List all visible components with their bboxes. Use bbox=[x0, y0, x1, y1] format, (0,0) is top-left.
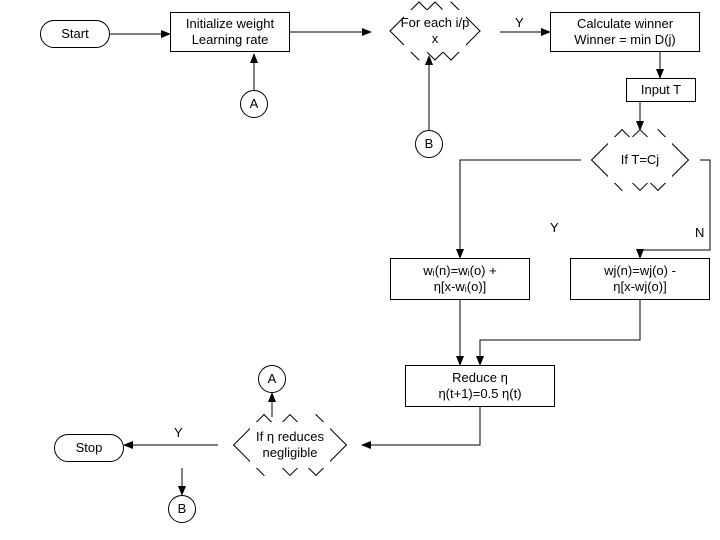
reduce-text: Reduce ηη(t+1)=0.5 η(t) bbox=[438, 370, 521, 401]
calc-node: Calculate winnerWinner = min D(j) bbox=[550, 12, 700, 52]
label-Y1: Y bbox=[515, 15, 524, 30]
wj-text: wj(n)=wj(o) -η[x-wj(o)] bbox=[604, 263, 676, 294]
start-text: Start bbox=[61, 26, 88, 42]
stop-node: Stop bbox=[54, 434, 124, 462]
inputT-node: Input T bbox=[626, 78, 696, 102]
connector-A2: A bbox=[258, 365, 286, 393]
ifneg-text: If η reducesnegligible bbox=[218, 429, 362, 460]
connector-B1: B bbox=[415, 130, 443, 158]
connector-B2: B bbox=[168, 495, 196, 523]
B2-text: B bbox=[178, 501, 187, 517]
wj-node: wj(n)=wj(o) -η[x-wj(o)] bbox=[570, 258, 710, 300]
reduce-node: Reduce ηη(t+1)=0.5 η(t) bbox=[405, 365, 555, 407]
inputT-text: Input T bbox=[641, 82, 681, 98]
label-Y2: Y bbox=[550, 220, 559, 235]
label-Y3: Y bbox=[174, 425, 183, 440]
calc-text: Calculate winnerWinner = min D(j) bbox=[574, 16, 676, 47]
ifT-node: If T=Cj bbox=[580, 130, 700, 190]
ifneg-node: If η reducesnegligible bbox=[218, 417, 362, 473]
wi-text: wᵢ(n)=wᵢ(o) +η[x-wᵢ(o)] bbox=[423, 263, 496, 294]
label-N: N bbox=[695, 225, 704, 240]
stop-text: Stop bbox=[76, 440, 103, 456]
foreach-node: For each i/px bbox=[370, 8, 500, 54]
init-text: Initialize weightLearning rate bbox=[186, 16, 274, 47]
A1-text: A bbox=[250, 96, 259, 112]
ifT-text: If T=Cj bbox=[580, 152, 700, 168]
foreach-text: For each i/px bbox=[370, 15, 500, 46]
start-node: Start bbox=[40, 20, 110, 48]
init-node: Initialize weightLearning rate bbox=[170, 12, 290, 52]
B1-text: B bbox=[425, 136, 434, 152]
connector-A1: A bbox=[240, 90, 268, 118]
wi-node: wᵢ(n)=wᵢ(o) +η[x-wᵢ(o)] bbox=[390, 258, 530, 300]
A2-text: A bbox=[268, 371, 277, 387]
